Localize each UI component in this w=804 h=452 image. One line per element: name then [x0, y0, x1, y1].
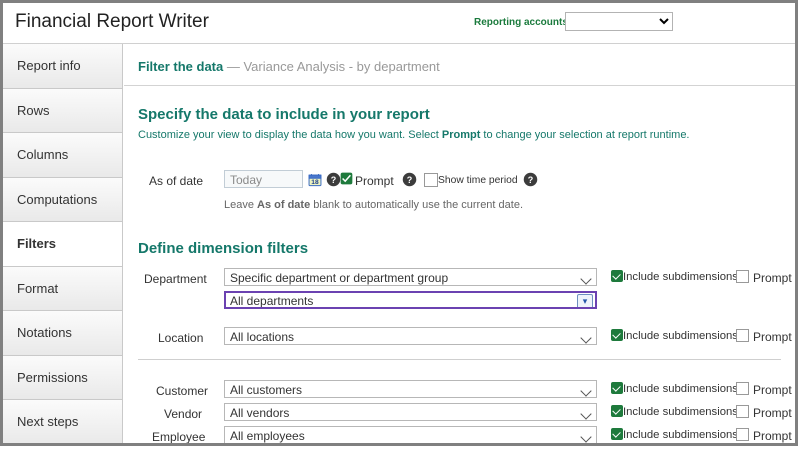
- svg-text:18: 18: [311, 179, 319, 186]
- svg-text:?: ?: [407, 175, 413, 185]
- svg-text:?: ?: [331, 175, 337, 185]
- svg-text:?: ?: [528, 175, 534, 185]
